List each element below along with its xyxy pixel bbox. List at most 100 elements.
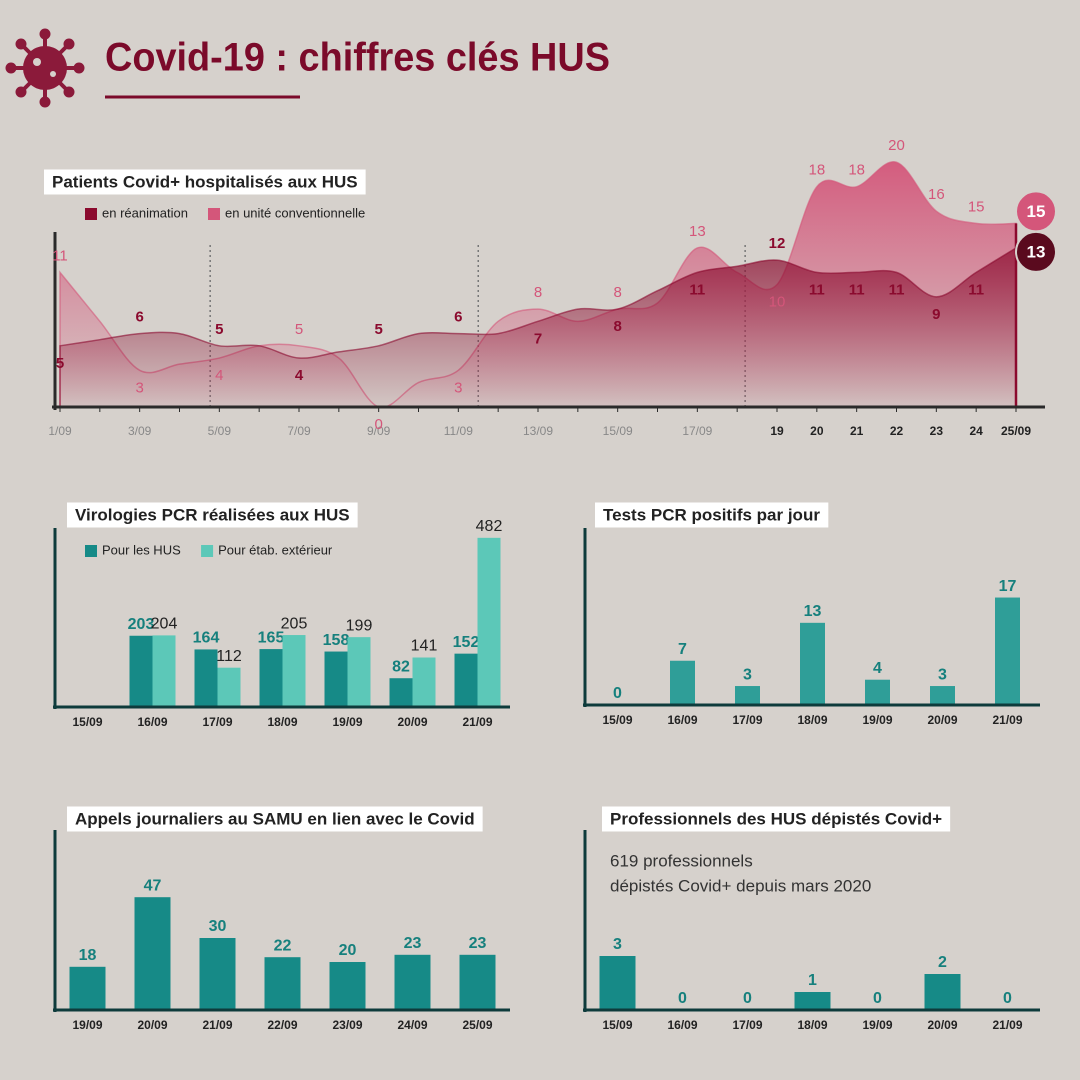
data-label: 18 — [808, 162, 825, 179]
data-label: 30 — [209, 918, 227, 935]
bar — [477, 537, 501, 707]
bar — [924, 974, 961, 1010]
legend-swatch — [85, 545, 97, 557]
x-tick-label: 17/09 — [682, 424, 712, 438]
x-tick-label: 18/09 — [797, 1018, 827, 1032]
x-tick-label: 25/09 — [462, 1018, 492, 1032]
data-label: 17 — [999, 578, 1017, 595]
data-label: 11 — [689, 281, 705, 298]
x-tick-label: 23/09 — [332, 1018, 362, 1032]
virus-icon — [5, 28, 85, 108]
data-label: 20 — [888, 137, 905, 154]
chart-title: Professionnels des HUS dépistés Covid+ — [610, 809, 942, 828]
data-label: 204 — [151, 616, 178, 633]
x-tick-label: 19/09 — [862, 1018, 892, 1032]
x-tick-label: 20/09 — [927, 1018, 957, 1032]
x-tick-label: 22 — [890, 424, 904, 438]
data-label: 12 — [769, 235, 786, 252]
data-label: 18 — [79, 947, 97, 964]
data-label: 199 — [346, 617, 373, 634]
data-label: 203 — [128, 616, 155, 633]
chart-title: Patients Covid+ hospitalisés aux HUS — [52, 172, 358, 191]
data-label: 0 — [743, 990, 752, 1007]
x-tick-label: 15/09 — [603, 424, 633, 438]
data-label: 4 — [873, 660, 882, 677]
x-tick-label: 15/09 — [602, 713, 632, 727]
chart-title: Virologies PCR réalisées aux HUS — [75, 505, 350, 524]
end-label: 15 — [1027, 202, 1046, 221]
data-label: 18 — [848, 162, 865, 179]
bar — [454, 653, 478, 707]
x-tick-label: 5/09 — [208, 424, 232, 438]
legend-label: en unité conventionnelle — [225, 205, 365, 220]
bar — [194, 649, 218, 707]
end-marker — [1015, 190, 1057, 233]
title-box — [67, 806, 483, 832]
x-tick-label: 9/09 — [367, 424, 391, 438]
data-label: 141 — [411, 638, 438, 655]
data-label: 16 — [928, 186, 945, 203]
data-label: 5 — [215, 321, 223, 338]
bar — [329, 962, 366, 1010]
x-tick-label: 20 — [810, 424, 824, 438]
x-tick-label: 11/09 — [444, 424, 473, 438]
data-label: 3 — [938, 666, 947, 683]
bar — [459, 954, 496, 1010]
x-tick-label: 13/09 — [523, 424, 553, 438]
bar — [347, 637, 371, 707]
data-label: 22 — [274, 937, 292, 954]
legend-label: Pour étab. extérieur — [218, 542, 333, 557]
data-label: 5 — [56, 355, 64, 372]
data-label: 82 — [392, 658, 410, 675]
data-label: 5 — [295, 321, 303, 338]
x-tick-label: 19 — [770, 424, 784, 438]
x-tick-label: 16/09 — [137, 715, 167, 729]
data-label: 0 — [1003, 990, 1012, 1007]
bar — [259, 649, 283, 707]
x-tick-label: 3/09 — [128, 424, 152, 438]
bar — [324, 651, 348, 707]
data-label: 11 — [809, 281, 825, 298]
x-tick-label: 22/09 — [267, 1018, 297, 1032]
annotation: dépistés Covid+ depuis mars 2020 — [610, 876, 871, 895]
area — [59, 246, 1017, 408]
data-label: 8 — [534, 284, 542, 301]
data-label: 158 — [323, 632, 350, 649]
data-label: 23 — [469, 935, 487, 952]
data-label: 1 — [808, 972, 817, 989]
x-tick-label: 20/09 — [137, 1018, 167, 1032]
x-tick-label: 21 — [850, 424, 864, 438]
title-box — [44, 169, 366, 195]
data-label: 13 — [804, 603, 822, 620]
x-tick-label: 25/09 — [1001, 424, 1031, 438]
x-tick-label: 16/09 — [667, 713, 697, 727]
bar — [735, 686, 760, 705]
bar — [134, 897, 171, 1010]
data-label: 3 — [135, 379, 143, 396]
chart-title: Appels journaliers au SAMU en lien avec … — [75, 809, 475, 828]
x-tick-label: 19/09 — [332, 715, 362, 729]
bar — [394, 954, 431, 1010]
x-tick-label: 1/09 — [48, 424, 72, 438]
x-tick-label: 21/09 — [992, 713, 1022, 727]
bar — [282, 635, 306, 707]
data-label: 205 — [281, 615, 308, 632]
data-label: 152 — [453, 634, 480, 651]
bar — [865, 679, 890, 705]
bar — [217, 667, 241, 707]
title-box — [595, 502, 829, 528]
x-tick-label: 24 — [969, 424, 983, 438]
data-label: 8 — [613, 284, 621, 301]
title-box — [602, 806, 951, 832]
legend-swatch — [201, 545, 214, 557]
data-label: 11 — [52, 247, 68, 264]
title-box — [67, 502, 358, 528]
data-label: 112 — [216, 648, 242, 665]
page-title: Covid-19 : chiffres clés HUS — [105, 36, 610, 80]
data-label: 0 — [374, 416, 382, 433]
x-tick-label: 15/09 — [72, 715, 102, 729]
data-label: 165 — [258, 629, 285, 646]
data-label: 3 — [454, 379, 462, 396]
